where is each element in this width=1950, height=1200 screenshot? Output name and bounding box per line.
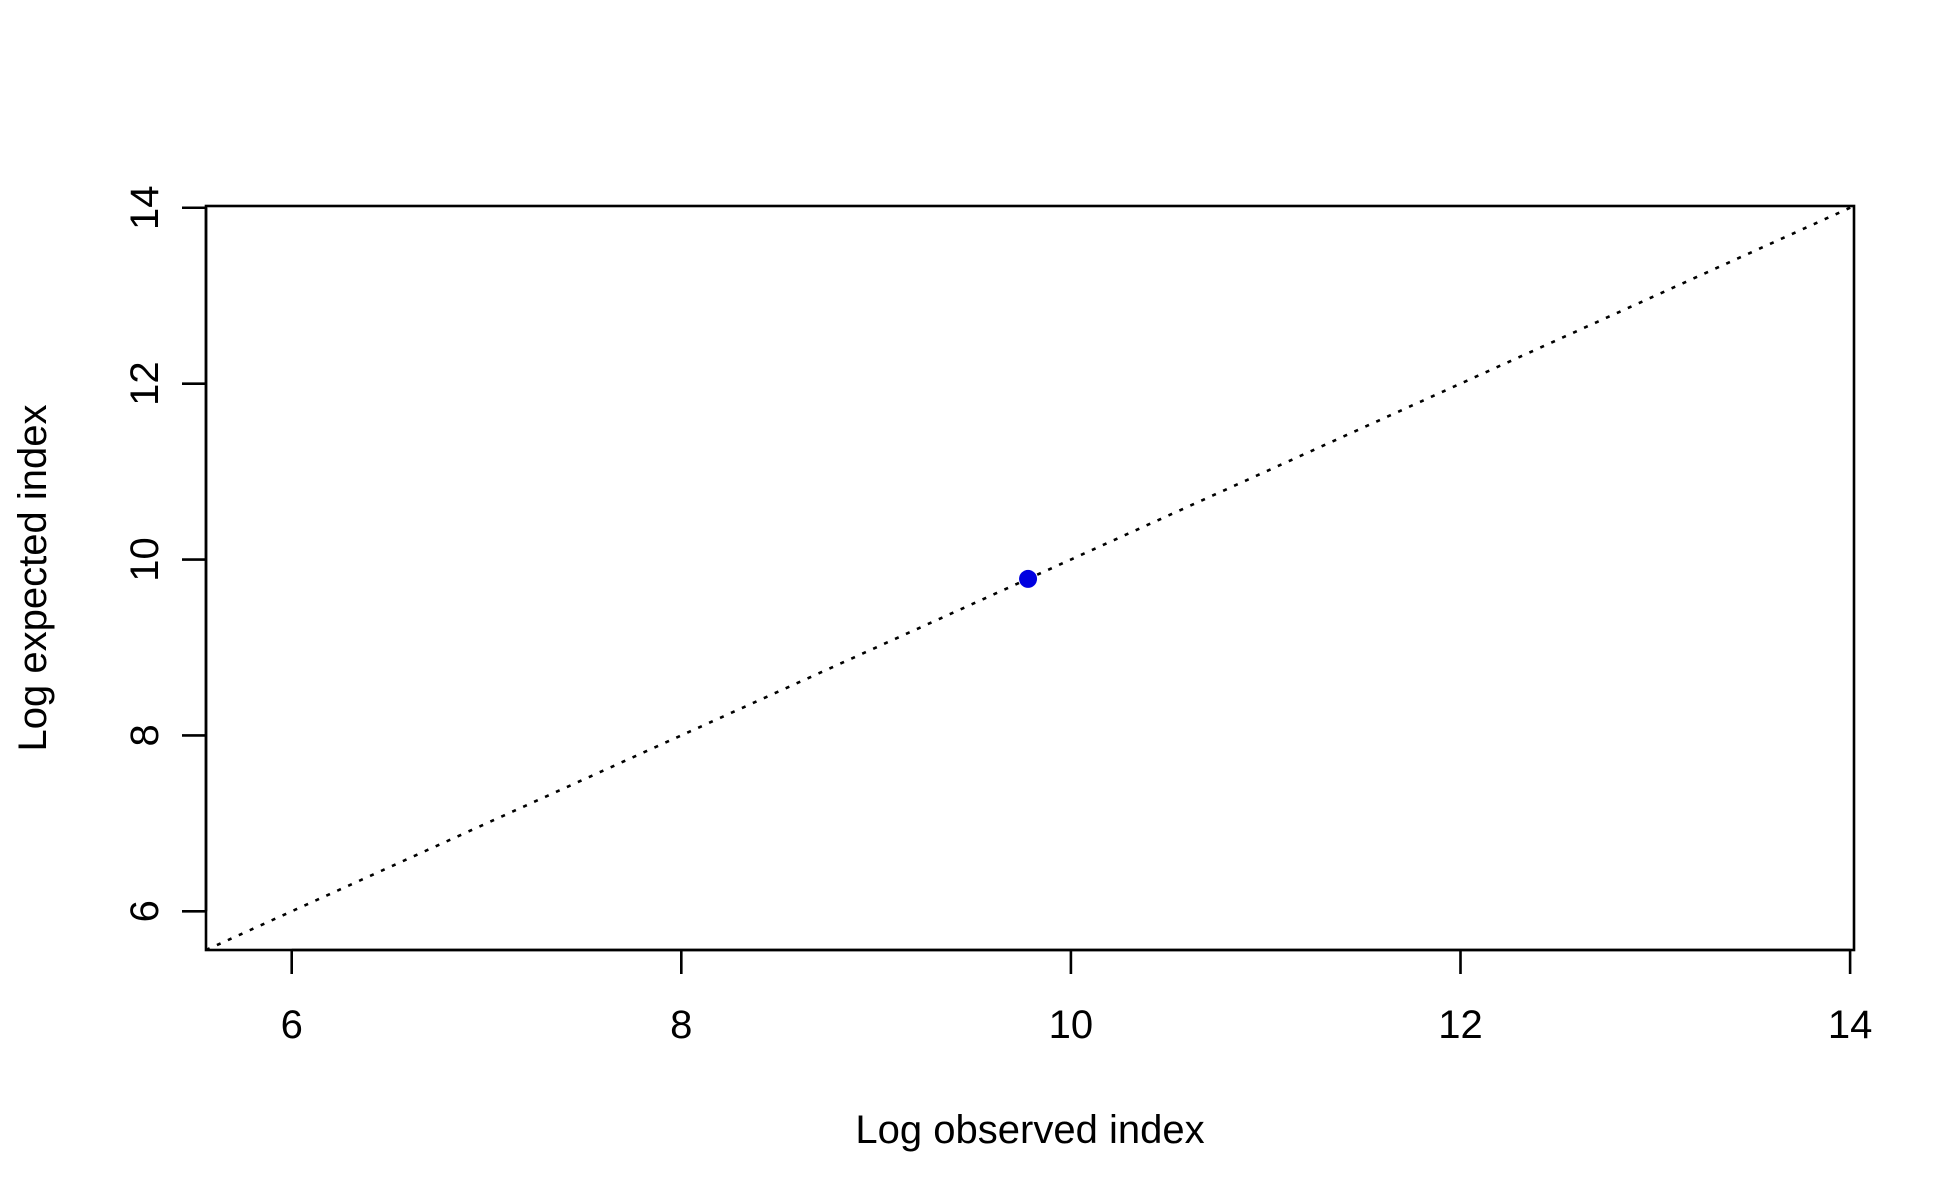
x-tick-label: 10 bbox=[1049, 1003, 1094, 1047]
y-tick-label: 6 bbox=[123, 900, 167, 922]
data-points-layer bbox=[1019, 569, 1038, 588]
y-tick-label: 8 bbox=[123, 724, 167, 746]
y-axis: 6 8 10 12 14 bbox=[123, 186, 208, 922]
x-tick-label: 14 bbox=[1828, 1003, 1873, 1047]
data-point bbox=[1019, 569, 1038, 588]
x-tick-label: 8 bbox=[670, 1003, 692, 1047]
x-tick-label: 6 bbox=[281, 1003, 303, 1047]
y-tick-label: 14 bbox=[123, 186, 167, 231]
reference-line-layer bbox=[205, 204, 1855, 952]
identity-reference-line bbox=[205, 204, 1855, 952]
y-tick-label: 12 bbox=[123, 361, 167, 406]
y-tick-label: 10 bbox=[123, 537, 167, 582]
y-axis-title: Log expected index bbox=[11, 405, 55, 752]
x-tick-label: 12 bbox=[1438, 1003, 1483, 1047]
x-axis-title: Log observed index bbox=[855, 1108, 1204, 1152]
x-axis: 6 8 10 12 14 bbox=[281, 948, 1873, 1047]
